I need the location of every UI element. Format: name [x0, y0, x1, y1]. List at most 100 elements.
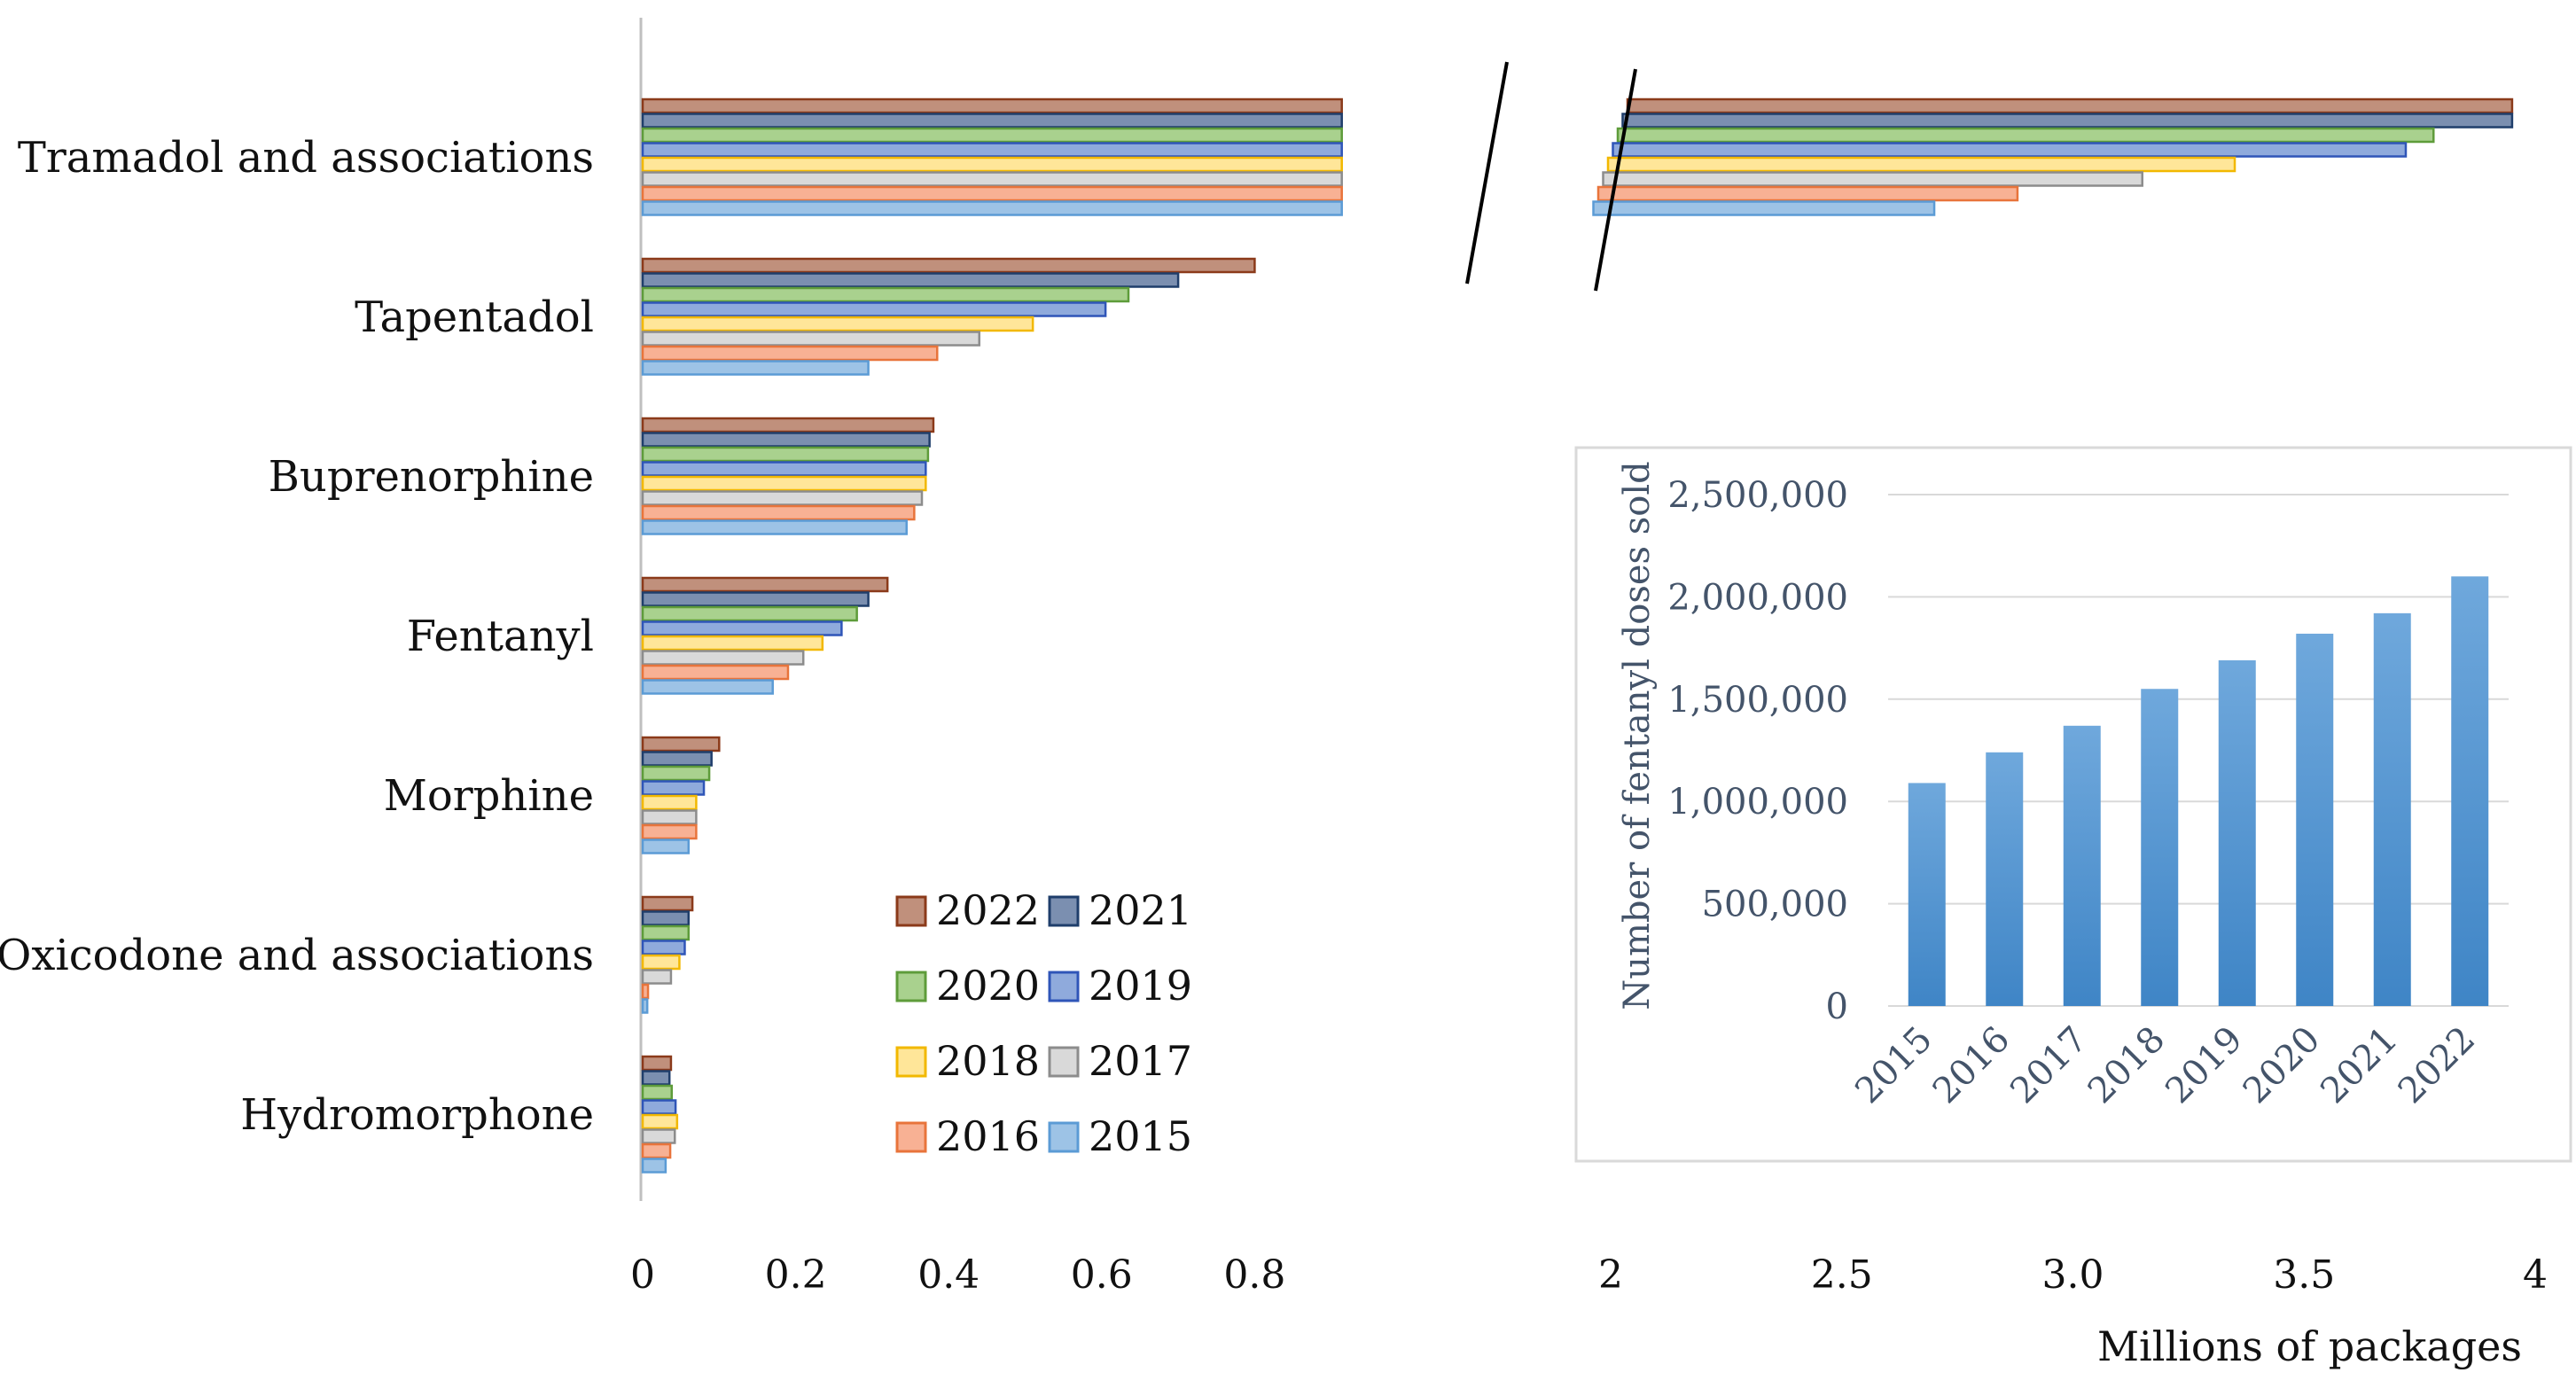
axis-break-mark-right [1594, 68, 1637, 292]
inset-y-tick-labels: 0 500,000 1,000,000 1,500,000 2,000,000 2,500… [1667, 475, 1848, 1027]
bar-oxicodone-and-associations-2022 [641, 895, 694, 912]
x-tick-3-0: 3.0 [2042, 1252, 2104, 1298]
legend-label-2016: 2016 [936, 1112, 1040, 1160]
bar-oxicodone-and-associations-2018 [641, 954, 681, 971]
inset-bar-2019 [2218, 659, 2256, 1006]
bar-buprenorphine-2016 [641, 504, 916, 521]
bar-oxicodone-and-associations-2015 [641, 998, 649, 1014]
bar-tapentadol-2019 [641, 301, 1107, 317]
bar-tapentadol-2016 [641, 345, 939, 362]
category-label-tapentadol: Tapentadol [355, 292, 594, 342]
bar-buprenorphine-2015 [641, 519, 908, 535]
legend-label-2020: 2020 [936, 962, 1040, 1010]
bar-tapentadol-2022 [641, 257, 1256, 274]
bar-tramadol-and-associations-2020-left [641, 127, 1343, 144]
bar-hydromorphone-2021 [641, 1070, 671, 1086]
bar-fentanyl-2022 [641, 576, 889, 593]
bar-tramadol-and-associations-2017-left [641, 171, 1343, 187]
inset-bar-2017 [2063, 725, 2101, 1006]
category-label-fentanyl: Fentanyl [407, 612, 594, 661]
legend-swatch-2019 [1048, 971, 1080, 1002]
bar-hydromorphone-2016 [641, 1143, 672, 1159]
bar-morphine-2019 [641, 780, 706, 796]
inset-bar-2020 [2296, 633, 2334, 1006]
x-tick-0-2: 0.2 [765, 1252, 827, 1298]
x-tick-3-5: 3.5 [2273, 1252, 2335, 1298]
inset-y-tick-1-500-000: 1,500,000 [1667, 680, 1848, 721]
category-label-buprenorphine: Buprenorphine [269, 452, 594, 502]
legend-swatch-2022 [895, 895, 927, 927]
inset-y-tick-500-000: 500,000 [1702, 885, 1848, 925]
legend-swatch-2018 [895, 1046, 927, 1078]
legend: 2022 2021 2020 2019 2018 2017 2016 2015 [895, 886, 1192, 1160]
bar-buprenorphine-2020 [641, 446, 930, 463]
bar-tramadol-and-associations-2015-right [1592, 200, 1936, 216]
x-tick-4: 4 [2523, 1252, 2548, 1298]
legend-label-2018: 2018 [936, 1037, 1040, 1085]
bar-tramadol-and-associations-2019-right [1612, 142, 2408, 158]
inset-bar-2016 [1986, 752, 2024, 1006]
bar-tapentadol-2018 [641, 316, 1034, 332]
bar-morphine-2022 [641, 736, 721, 753]
x-tick-2-5: 2.5 [1811, 1252, 1873, 1298]
bar-tramadol-and-associations-2015-left [641, 200, 1343, 216]
legend-label-2019: 2019 [1089, 962, 1192, 1010]
legend-swatch-2016 [895, 1121, 927, 1153]
bar-oxicodone-and-associations-2019 [641, 940, 686, 955]
inset-bar-2021 [2373, 612, 2411, 1006]
inset-chart: 0 500,000 1,000,000 1,500,000 2,000,000 2,500… [1574, 446, 2572, 1163]
x-tick-0: 0 [630, 1252, 655, 1298]
category-label-oxicodone-and-associations: Oxicodone and associations [0, 931, 594, 980]
category-label-tramadol-and-associations: Tramadol and associations [18, 133, 594, 183]
bar-tramadol-and-associations-2016-right [1596, 185, 2019, 202]
bar-fentanyl-2015 [641, 679, 774, 695]
legend-swatch-2015 [1048, 1121, 1080, 1153]
bar-hydromorphone-2017 [641, 1128, 676, 1144]
bar-buprenorphine-2021 [641, 432, 931, 448]
legend-label-2022: 2022 [936, 886, 1040, 934]
x-tick-2: 2 [1598, 1252, 1623, 1298]
bar-hydromorphone-2018 [641, 1113, 679, 1130]
bar-oxicodone-and-associations-2017 [641, 969, 673, 985]
bar-tramadol-and-associations-2019-left [641, 142, 1343, 158]
category-labels: Tramadol and associations Tapentadol Bupre… [0, 133, 594, 1140]
category-label-morphine: Morphine [384, 771, 594, 821]
bar-hydromorphone-2020 [641, 1084, 674, 1101]
bar-morphine-2018 [641, 794, 698, 811]
bar-buprenorphine-2018 [641, 475, 927, 492]
bar-tapentadol-2017 [641, 331, 980, 347]
x-tick-0-4: 0.4 [917, 1252, 980, 1298]
bar-tapentadol-2015 [641, 360, 870, 376]
bar-tramadol-and-associations-2020-right [1616, 127, 2435, 144]
bar-oxicodone-and-associations-2021 [641, 910, 691, 926]
bar-morphine-2016 [641, 823, 698, 840]
bar-tramadol-and-associations-2018-right [1606, 156, 2236, 173]
legend-swatch-2021 [1048, 895, 1080, 927]
legend-label-2015: 2015 [1089, 1112, 1192, 1160]
x-axis-title: Millions of packages [2097, 1322, 2522, 1370]
bar-tramadol-and-associations-2022-left [641, 97, 1343, 114]
bar-buprenorphine-2022 [641, 417, 935, 433]
inset-y-tick-2-500-000: 2,500,000 [1667, 475, 1848, 516]
x-tick-0-6: 0.6 [1071, 1252, 1133, 1298]
bar-tramadol-and-associations-2018-left [641, 156, 1343, 173]
inset-y-tick-0: 0 [1826, 987, 1848, 1027]
bar-tramadol-and-associations-2021-right [1621, 113, 2514, 129]
bar-tramadol-and-associations-2021-left [641, 113, 1343, 129]
bar-tramadol-and-associations-2016-left [641, 185, 1343, 202]
legend-swatch-2020 [895, 971, 927, 1002]
bar-fentanyl-2021 [641, 591, 870, 607]
bar-fentanyl-2018 [641, 635, 824, 651]
bar-oxicodone-and-associations-2020 [641, 924, 691, 941]
bar-morphine-2020 [641, 765, 711, 782]
bar-fentanyl-2020 [641, 605, 858, 622]
bar-morphine-2021 [641, 751, 713, 767]
bar-morphine-2015 [641, 838, 691, 854]
inset-bar-2015 [1908, 783, 1946, 1006]
x-tick-labels: 0 0.2 0.4 0.6 0.8 2 2.5 3.0 3.5 4 [630, 1252, 2548, 1298]
bar-fentanyl-2016 [641, 664, 790, 681]
bar-fentanyl-2019 [641, 620, 843, 636]
bar-buprenorphine-2017 [641, 490, 924, 506]
legend-swatch-2017 [1048, 1046, 1080, 1078]
